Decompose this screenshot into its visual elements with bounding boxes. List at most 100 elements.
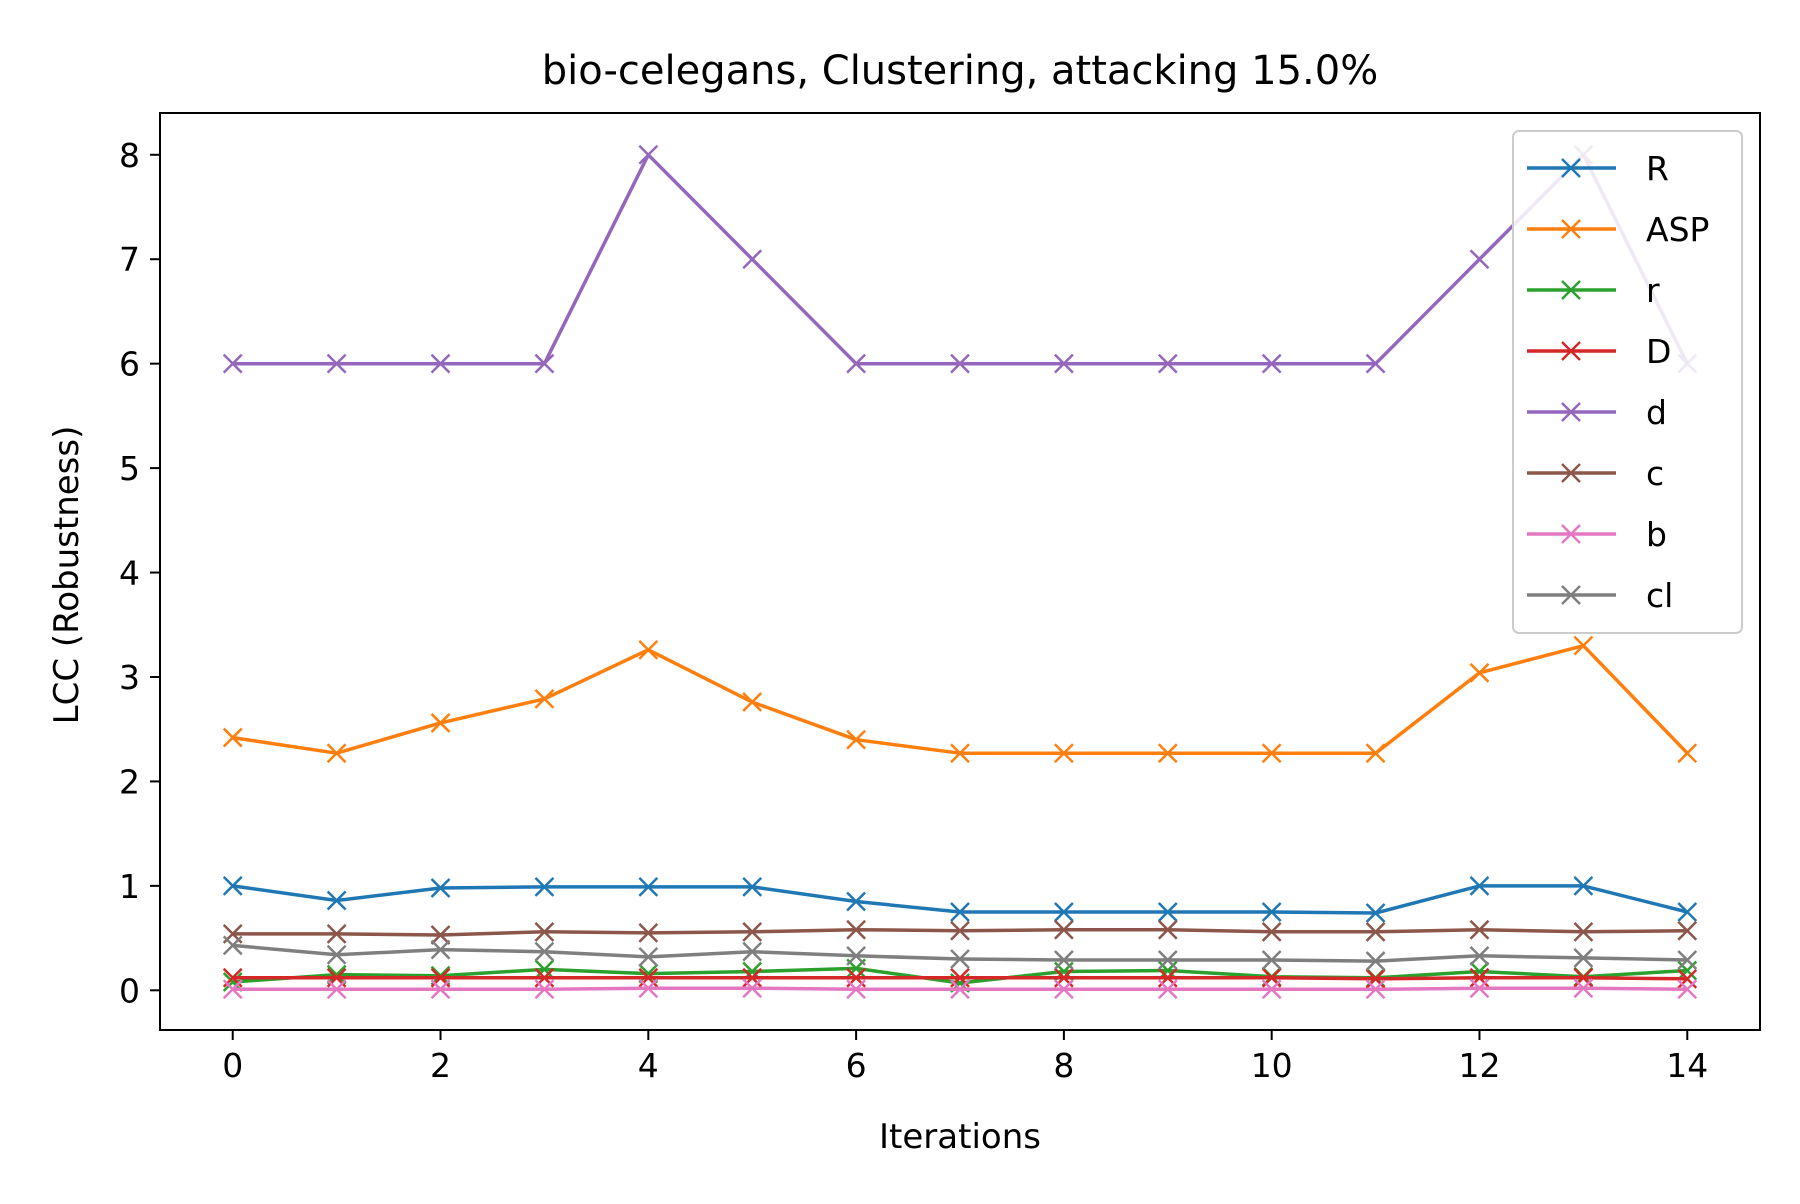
series-cl <box>222 935 1698 971</box>
legend-marker <box>1561 219 1581 239</box>
series-line-r <box>232 966 1688 985</box>
x-axis-label: Iterations <box>879 1117 1041 1157</box>
data-point-ASP <box>742 692 763 712</box>
data-point-cl <box>638 947 659 967</box>
data-point-c <box>1573 921 1594 942</box>
legend-marker <box>1561 463 1581 483</box>
data-point-b <box>1157 979 1178 1000</box>
legend-item-c: c <box>1527 454 1664 493</box>
data-point-d <box>222 353 243 374</box>
legend-box <box>1512 130 1743 634</box>
series-b <box>222 978 1698 1000</box>
series-line-ASP <box>232 643 1689 755</box>
data-point-R <box>430 878 451 898</box>
data-point-c <box>1469 919 1490 940</box>
data-point-ASP <box>1261 743 1282 764</box>
data-point-c <box>534 921 555 942</box>
data-point-r <box>326 964 347 985</box>
data-point-d <box>846 353 866 374</box>
x-tick-label: 12 <box>1458 1046 1500 1085</box>
data-point-cl <box>430 939 451 960</box>
data-point-d <box>430 353 451 374</box>
legend-label: b <box>1646 515 1667 554</box>
data-point-R <box>846 891 866 912</box>
data-point-ASP <box>222 727 243 748</box>
data-point-R <box>1677 902 1698 922</box>
data-point-b <box>326 979 347 1000</box>
data-point-r <box>638 963 659 984</box>
data-point-b <box>638 978 659 999</box>
legend-label: r <box>1646 271 1660 310</box>
data-point-c <box>742 921 763 942</box>
legend-marker <box>1561 280 1581 300</box>
data-point-cl <box>222 935 243 956</box>
data-point-ASP <box>534 689 555 709</box>
data-point-b <box>222 979 243 1000</box>
data-point-d <box>534 353 555 374</box>
series-lines <box>222 144 1698 1000</box>
data-point-R <box>222 875 243 896</box>
data-point-R <box>638 877 659 897</box>
data-point-cl <box>1261 950 1282 970</box>
data-point-c <box>326 924 347 944</box>
data-point-c <box>1677 920 1698 941</box>
x-tick-label: 8 <box>1053 1046 1074 1085</box>
data-point-R <box>1054 902 1074 922</box>
data-point-R <box>534 877 555 897</box>
series-line-R <box>232 884 1688 915</box>
data-point-ASP <box>950 743 970 764</box>
data-point-ASP <box>638 639 659 660</box>
data-point-ASP <box>1573 635 1594 656</box>
legend-label: ASP <box>1646 210 1709 249</box>
data-point-d <box>742 249 763 270</box>
data-point-cl <box>1469 945 1490 966</box>
data-point-b <box>1677 979 1698 1000</box>
legend-item-ASP: ASP <box>1527 210 1709 249</box>
y-tick-label: 0 <box>119 971 140 1010</box>
y-tick-label: 5 <box>119 449 140 488</box>
legend-marker <box>1561 402 1581 422</box>
x-tick-label: 14 <box>1666 1046 1708 1085</box>
legend-marker <box>1561 158 1581 178</box>
data-point-c <box>1157 919 1178 940</box>
data-point-R <box>1261 902 1282 922</box>
data-point-b <box>1365 979 1386 1000</box>
data-point-R <box>950 902 970 922</box>
data-point-b <box>534 979 555 1000</box>
data-point-d <box>1054 353 1074 374</box>
data-point-ASP <box>326 743 347 764</box>
data-point-b <box>430 979 451 1000</box>
series-c <box>222 919 1698 945</box>
data-point-ASP <box>1365 743 1386 764</box>
data-point-c <box>846 919 866 940</box>
data-point-ASP <box>1469 662 1490 683</box>
x-tick-label: 10 <box>1251 1046 1293 1085</box>
legend-item-b: b <box>1527 515 1667 554</box>
chart-title: bio-celegans, Clustering, attacking 15.0… <box>542 48 1378 94</box>
data-point-b <box>1573 978 1594 999</box>
y-tick-label: 8 <box>119 136 140 175</box>
data-point-R <box>1469 875 1490 896</box>
x-tick-label: 4 <box>638 1046 659 1085</box>
data-point-ASP <box>1054 743 1074 764</box>
series-R <box>222 875 1698 923</box>
legend-item-R: R <box>1527 149 1669 188</box>
data-point-cl <box>1677 950 1698 970</box>
data-point-cl <box>1054 950 1074 970</box>
legend-label: D <box>1646 332 1671 371</box>
legend-marker <box>1561 524 1581 544</box>
data-point-cl <box>1573 948 1594 968</box>
data-point-cl <box>742 941 763 962</box>
data-point-cl <box>1365 951 1386 971</box>
data-point-c <box>1365 921 1386 942</box>
y-tick-label: 4 <box>119 554 140 593</box>
data-point-cl <box>950 949 970 969</box>
legend-marker <box>1561 585 1581 605</box>
legend-label: d <box>1646 393 1667 432</box>
y-tick-label: 3 <box>119 658 140 697</box>
data-point-R <box>742 877 763 897</box>
legend-label: R <box>1646 149 1669 188</box>
data-point-c <box>1054 919 1074 940</box>
